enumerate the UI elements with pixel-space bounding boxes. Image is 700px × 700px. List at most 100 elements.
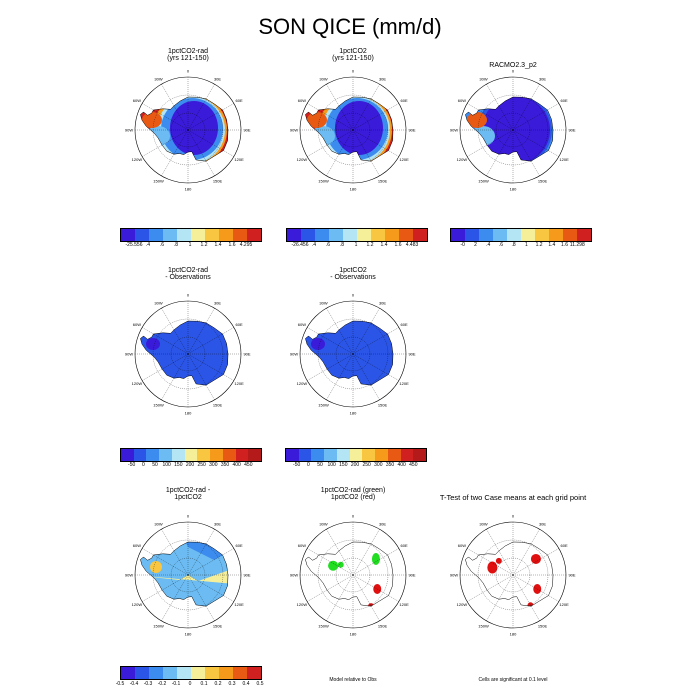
colorbar-tick-label: .6 [498, 242, 503, 248]
polar-stereographic-map: 0 30E 60E 90E 120E 150E 180 150W 120W 90W 60W 30W [450, 514, 576, 637]
colorbar-swatch [247, 667, 261, 679]
panel-note: Cells are significant at 0.1 level [478, 677, 548, 683]
colorbar-swatch [210, 449, 223, 461]
colorbar-swatch [287, 229, 301, 241]
colorbar-swatch [413, 449, 427, 461]
longitude-label: 0 [352, 69, 355, 74]
colorbar-swatch [362, 449, 376, 461]
colorbar-tick-label: .8 [339, 242, 345, 248]
meridian-line [352, 574, 380, 621]
colorbar-tick-label: -0.4 [129, 681, 139, 687]
colorbar-swatch [549, 229, 563, 241]
longitude-label: 0 [187, 514, 190, 519]
meridian-line [512, 548, 559, 576]
longitude-label: 90E [408, 573, 415, 578]
meridian-line [512, 129, 559, 157]
colorbar-tick-label: -0.3 [143, 681, 153, 687]
coastline [140, 541, 229, 607]
meridian-line [352, 548, 399, 576]
colorbar-tick-label: 0.1 [200, 681, 208, 687]
significance-cells [495, 557, 502, 564]
significance-cells [371, 552, 380, 565]
longitude-label: 120E [559, 157, 569, 162]
longitude-label: 150W [318, 624, 329, 629]
meridian-line [187, 103, 234, 131]
coastline [140, 320, 229, 386]
colorbar-swatch [336, 449, 350, 461]
meridian-line [161, 84, 189, 131]
colorbar-tick-label: -25.556 [125, 242, 143, 248]
panel-title: RACMO2.3_p2 [443, 62, 583, 69]
meridian-line [161, 574, 189, 621]
polar-stereographic-map: 0 30E 60E 90E 120E 150E 180 150W 120W 90W 60W 30W [290, 293, 416, 416]
longitude-label: 120E [234, 602, 244, 607]
colorbar-tick-label: 100 [327, 462, 336, 468]
meridian-line [161, 129, 189, 176]
longitude-label: 30E [214, 300, 221, 305]
meridian-line [307, 353, 354, 381]
colorbar-tick-label: 1.6 [228, 242, 236, 248]
meridian-line [467, 548, 514, 576]
longitude-label: 150W [478, 624, 489, 629]
colorbar-swatch [385, 229, 399, 241]
longitude-label: 60W [298, 543, 306, 548]
longitude-label: 60W [133, 98, 141, 103]
colorbar-swatch [521, 229, 535, 241]
longitude-label: 30E [379, 300, 386, 305]
colorbar-swatch [399, 229, 413, 241]
meridian-line [486, 574, 514, 621]
longitude-label: 150W [318, 179, 329, 184]
longitude-label: 60E [236, 98, 243, 103]
meridian-line [142, 129, 189, 157]
map-panel-1pctco2-rad: 0 30E 60E 90E 120E 150E 180 150W 120W 90W 60W 30W [118, 60, 258, 200]
meridian-line [486, 129, 514, 176]
meridian-line [161, 353, 189, 400]
field-positive [140, 565, 228, 585]
meridian-line [352, 129, 380, 176]
meridian-line [307, 574, 354, 602]
longitude-label: 150W [153, 179, 164, 184]
colorbar-labels: -50 0 50 100 150 200 250 300 350 400 450 [120, 462, 260, 470]
colorbar-tick-label: 250 [362, 462, 371, 468]
longitude-label: 60E [236, 322, 243, 327]
longitude-label: 90W [290, 128, 298, 133]
colorbar-tick-label: 1 [524, 242, 528, 248]
field-interior [335, 101, 383, 155]
colorbar-swatch [121, 449, 134, 461]
panel-title-line1: 1pctCO2-rad [167, 267, 209, 274]
colorbar-labels: -25.556.4 .6 .8 1 1.2 1.4 1.6 4.295 [120, 242, 260, 250]
colorbar-tick-label: 350 [220, 462, 230, 468]
colorbar-swatch [171, 449, 185, 461]
meridian-line [187, 84, 215, 131]
colorbar-swatch [535, 229, 549, 241]
longitude-label: 90E [568, 573, 575, 578]
polar-stereographic-map: 0 30E 60E 90E 120E 150E 180 150W 120W 90W 60W 30W [290, 69, 416, 192]
meridian-line [187, 129, 234, 157]
field-interior [170, 101, 218, 155]
meridian-line [142, 327, 189, 355]
significance-cells [337, 561, 344, 568]
colorbar [120, 666, 262, 680]
panel-title: 1pctCO2 (yrs 121-150) [283, 48, 423, 62]
colorbar-swatch [387, 449, 401, 461]
colorbar-swatch [146, 449, 160, 461]
map-border [299, 76, 407, 184]
longitude-label: 180 [185, 411, 192, 416]
colorbar-swatch [177, 667, 191, 679]
colorbar-swatch [219, 667, 233, 679]
meridian-line [307, 548, 354, 576]
colorbar-swatch [301, 229, 315, 241]
longitude-label: 150W [153, 624, 164, 629]
panel-title-line2: 1pctCO2 (red) [330, 494, 376, 501]
meridian-line [512, 574, 540, 621]
longitude-label: 30W [154, 76, 162, 81]
longitude-label: 120W [457, 602, 468, 607]
meridian-line [307, 103, 354, 131]
meridian-line [352, 103, 399, 131]
longitude-label: 180 [350, 411, 357, 416]
longitude-label: 120E [559, 602, 569, 607]
meridian-line [486, 529, 514, 576]
meridian-line [326, 84, 354, 131]
longitude-label: 90W [125, 352, 133, 357]
colorbar-tick-label: .4 [145, 242, 151, 248]
